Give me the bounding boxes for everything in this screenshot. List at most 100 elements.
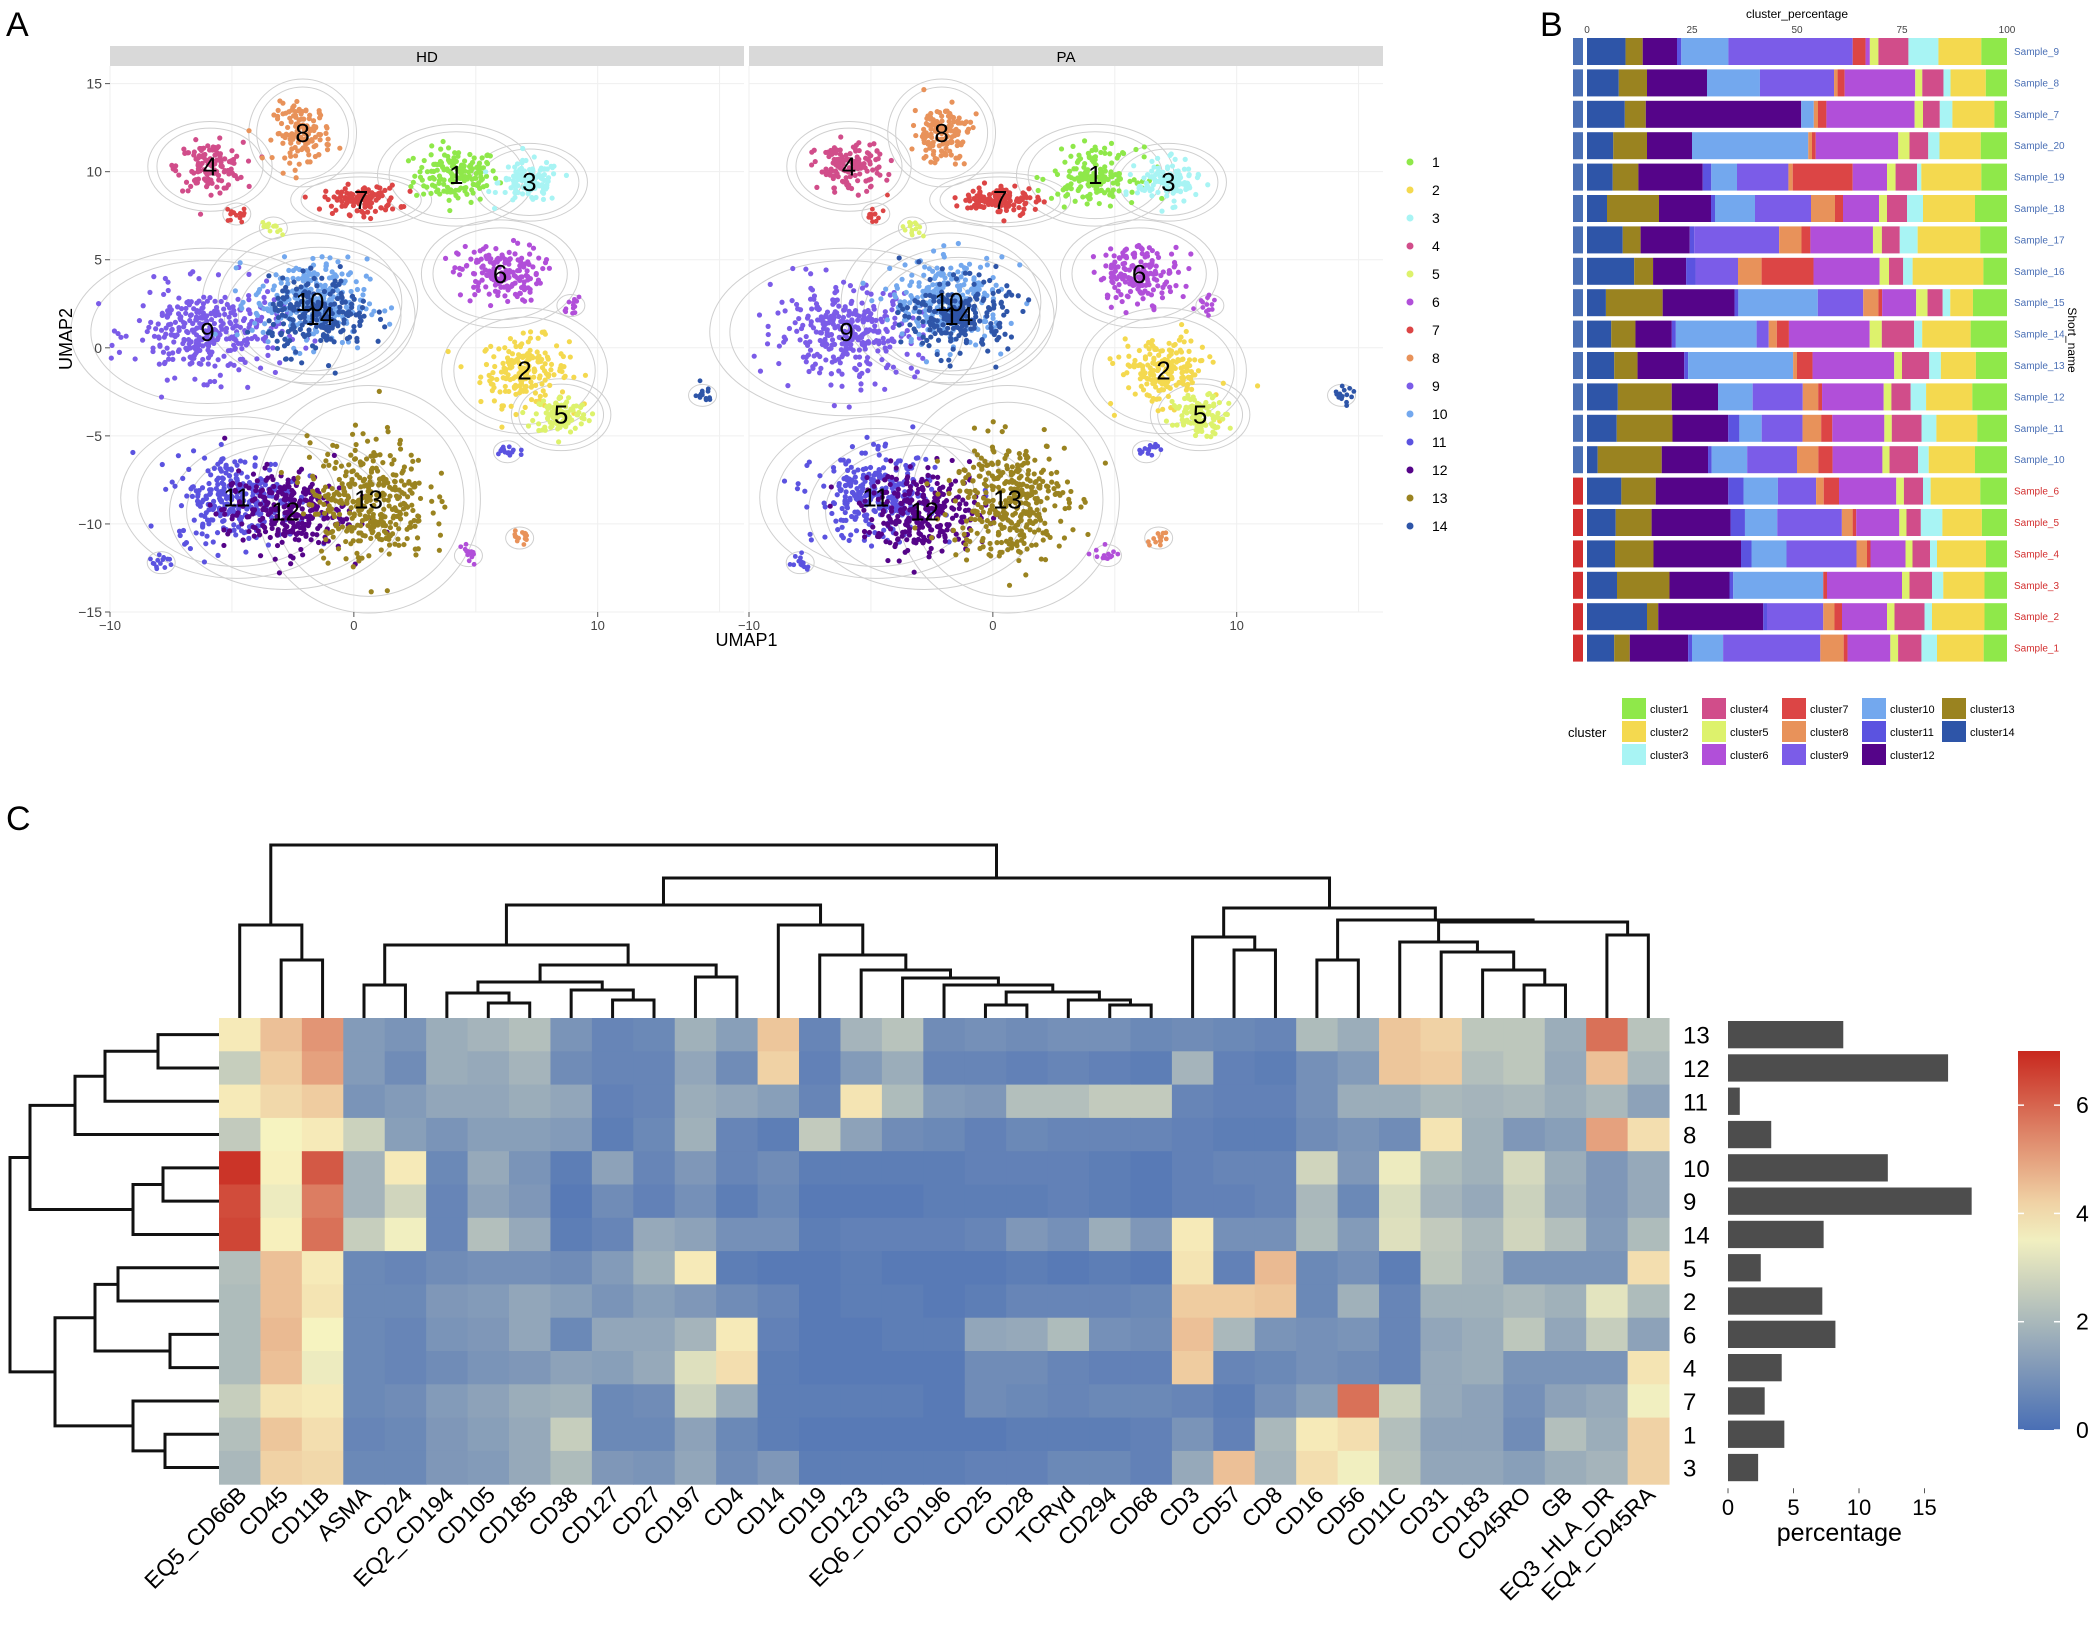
cell-point bbox=[262, 465, 268, 471]
cell-point bbox=[479, 264, 485, 270]
cell-point bbox=[321, 516, 327, 522]
cell-point bbox=[266, 467, 273, 473]
cell-point bbox=[218, 298, 224, 305]
cell-point bbox=[869, 298, 875, 304]
cell-point bbox=[1149, 260, 1155, 266]
cell-point bbox=[291, 279, 297, 285]
cell-point bbox=[214, 530, 221, 536]
cell-point bbox=[157, 343, 163, 349]
cell-point bbox=[452, 265, 458, 271]
cell-point bbox=[566, 339, 572, 345]
cell-point bbox=[225, 182, 232, 188]
cell-point bbox=[993, 282, 999, 288]
cell-point bbox=[231, 362, 237, 368]
cell-point bbox=[818, 314, 824, 320]
cell-point bbox=[1125, 294, 1131, 300]
cell-point bbox=[325, 451, 331, 457]
cell-point bbox=[318, 548, 325, 554]
cell-point bbox=[434, 189, 440, 195]
cell-point bbox=[782, 308, 788, 314]
cell-point bbox=[1180, 422, 1187, 428]
density-contour bbox=[90, 259, 325, 404]
cell-point bbox=[829, 168, 835, 174]
cell-point bbox=[1195, 368, 1202, 374]
cell-point bbox=[506, 450, 511, 455]
cell-point bbox=[432, 161, 438, 167]
cell-point bbox=[1110, 280, 1116, 286]
cell-point bbox=[221, 185, 227, 191]
cell-point bbox=[274, 542, 281, 549]
cell-point bbox=[856, 347, 863, 353]
cell-point bbox=[300, 268, 306, 274]
cell-point bbox=[961, 161, 967, 167]
cell-point bbox=[342, 473, 349, 479]
cell-point bbox=[1173, 283, 1179, 289]
cell-point bbox=[527, 186, 533, 192]
cell-point bbox=[1122, 336, 1128, 342]
cell-point bbox=[1080, 194, 1086, 200]
cell-point bbox=[508, 403, 514, 409]
cell-point bbox=[1175, 168, 1181, 174]
cell-point bbox=[483, 346, 489, 353]
cell-point bbox=[188, 339, 194, 345]
cell-point bbox=[415, 546, 421, 552]
cell-point bbox=[234, 323, 240, 329]
cell-point bbox=[478, 374, 484, 380]
cell-point bbox=[1011, 202, 1017, 208]
cell-point bbox=[441, 177, 447, 183]
cell-point bbox=[293, 265, 299, 271]
cell-point bbox=[1125, 343, 1131, 349]
cell-point bbox=[1169, 398, 1175, 405]
cell-point bbox=[1176, 403, 1183, 410]
cell-point bbox=[955, 269, 961, 275]
cell-point bbox=[278, 469, 284, 476]
cell-point bbox=[169, 327, 175, 333]
cell-point bbox=[1140, 296, 1146, 302]
cell-point bbox=[169, 479, 175, 485]
cell-point bbox=[891, 292, 898, 298]
cell-point bbox=[1180, 356, 1186, 362]
cell-point bbox=[457, 272, 463, 278]
cell-point bbox=[222, 311, 228, 317]
cell-point bbox=[1127, 288, 1134, 295]
cell-point bbox=[856, 354, 863, 360]
cell-point bbox=[1126, 353, 1132, 359]
cell-point bbox=[183, 310, 189, 316]
cell-point bbox=[335, 189, 341, 195]
cell-point bbox=[932, 155, 938, 161]
cell-point bbox=[514, 538, 520, 544]
cell-point bbox=[1182, 156, 1188, 162]
cell-point bbox=[205, 468, 211, 474]
cell-point bbox=[1149, 158, 1155, 164]
cell-point bbox=[1123, 191, 1129, 197]
cell-point bbox=[545, 416, 551, 422]
cell-point bbox=[565, 395, 572, 401]
cell-point bbox=[981, 194, 987, 200]
cell-point bbox=[151, 274, 157, 280]
cell-point bbox=[877, 172, 883, 178]
cell-point bbox=[492, 282, 499, 288]
cell-point bbox=[300, 122, 306, 128]
cell-point bbox=[1117, 255, 1123, 261]
cell-point bbox=[288, 356, 294, 362]
cell-point bbox=[187, 354, 193, 360]
cell-point bbox=[436, 177, 443, 184]
cell-point bbox=[476, 180, 482, 186]
cell-point bbox=[963, 197, 969, 203]
cell-point bbox=[930, 268, 936, 274]
cell-point bbox=[948, 265, 954, 271]
cell-point bbox=[781, 339, 787, 345]
cluster-label: 12 bbox=[271, 497, 300, 527]
cell-point bbox=[1116, 188, 1122, 194]
cell-point bbox=[518, 447, 524, 453]
cell-point bbox=[365, 187, 371, 193]
cell-point bbox=[189, 484, 195, 490]
cluster-label: 1 bbox=[449, 160, 463, 190]
cell-point bbox=[208, 328, 214, 334]
cell-point bbox=[360, 431, 366, 437]
cell-point bbox=[1054, 171, 1061, 178]
cell-point bbox=[376, 309, 382, 315]
cell-point bbox=[303, 522, 310, 528]
cell-point bbox=[197, 211, 204, 217]
cell-point bbox=[300, 511, 307, 517]
